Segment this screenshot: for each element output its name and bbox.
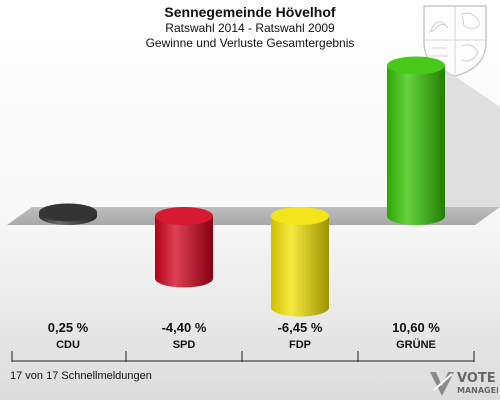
- bar-fdp: [271, 207, 329, 317]
- value-label: -4,40 %: [161, 320, 207, 335]
- bar-shadow: [445, 69, 500, 207]
- value-label: -6,45 %: [277, 320, 323, 335]
- bar-grne: [387, 56, 445, 225]
- bar-cap: [155, 207, 213, 225]
- bar-body: [271, 216, 329, 317]
- vote-manager-logo: VOTE MANAGER: [430, 371, 498, 396]
- category-label: CDU: [56, 339, 80, 351]
- category-label: SPD: [172, 339, 196, 351]
- chart-subtitle-2: Gewinne und Verluste Gesamtergebnis: [145, 36, 355, 50]
- bar-cap: [387, 56, 445, 75]
- chart-subtitle: Ratswahl 2014 - Ratswahl 2009: [165, 21, 335, 35]
- category-axis: [11, 351, 475, 362]
- bar-cap: [271, 207, 329, 225]
- bar-body: [387, 65, 445, 225]
- zero-baseline: [7, 207, 500, 225]
- logo-line1: VOTE: [457, 371, 496, 386]
- chart-title: Sennegemeinde Hövelhof: [164, 4, 336, 20]
- value-label: 0,25 %: [47, 320, 89, 335]
- bar-body: [155, 216, 213, 288]
- bar-cap: [39, 203, 97, 222]
- bar-cdu: [39, 203, 97, 225]
- chart-header: Sennegemeinde Hövelhof Ratswahl 2014 - R…: [0, 4, 500, 51]
- logo-line2: MANAGER: [457, 386, 498, 395]
- value-label: 10,60 %: [392, 320, 440, 335]
- bar-spd: [155, 207, 213, 288]
- category-label: GRÜNE: [396, 339, 436, 351]
- category-label: FDP: [289, 339, 311, 351]
- footer-status: 17 von 17 Schnellmeldungen: [10, 370, 152, 382]
